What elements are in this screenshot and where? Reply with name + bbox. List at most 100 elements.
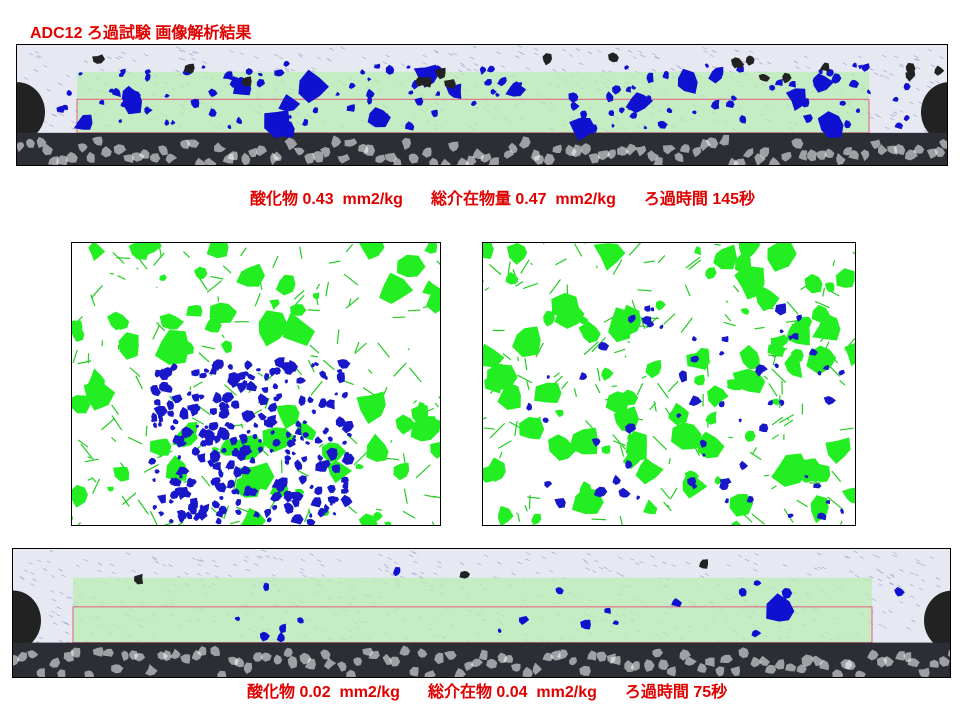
texture [535,571,540,575]
inclusion [839,100,847,106]
oxide [767,243,797,272]
needle [297,469,309,477]
needle [668,457,671,465]
slide-title: ADC12 ろ過試験 画像解析結果 [30,25,252,42]
needle [516,356,520,362]
filter-grain [587,650,597,661]
needle [524,358,528,371]
inclusion [312,107,318,114]
inclusion [393,567,401,577]
inclusion [804,475,809,479]
inclusion [774,363,779,369]
needle [328,260,341,264]
needle [424,494,436,498]
needle [240,247,247,257]
pore [542,53,552,66]
oxide [731,520,742,525]
inclusion [108,88,114,94]
texture [408,554,414,558]
oxide [605,391,630,414]
filter-grain [870,139,881,149]
inclusion [546,375,550,379]
filter-grain [571,144,582,158]
oxide [430,442,440,459]
texture [57,112,62,115]
filter-grain [139,149,150,159]
oxide [841,487,855,504]
filter-grain [715,666,725,677]
oxide [531,513,542,525]
oxide [422,280,440,295]
texture [377,568,382,571]
texture [879,571,884,574]
filter-grain [652,648,664,658]
texture [652,564,658,568]
texture [34,51,40,54]
texture [517,45,523,48]
texture [70,127,76,130]
filter-grain [488,157,499,165]
inclusion [264,508,272,519]
texture [767,61,772,65]
inclusion [619,107,625,114]
oxide [426,285,440,314]
needle [436,260,440,266]
inclusion [612,474,621,485]
inclusion [195,424,200,429]
needle [135,375,143,390]
filter-grain [768,157,780,165]
needle [223,384,237,396]
filter-grain [532,662,542,675]
texture [437,565,442,569]
texture [273,53,279,57]
oxide [72,484,88,508]
texture [472,45,477,49]
inclusion [327,496,337,504]
inclusion [816,512,827,521]
filter-grain [121,650,129,662]
inclusion [177,455,181,460]
filter-grain [214,142,227,153]
needle [432,495,440,499]
oxide [118,332,139,360]
texture [97,569,102,573]
inclusion [766,593,795,622]
needle [84,458,99,463]
inclusion [341,420,354,434]
filter-grain [877,144,888,156]
inclusion [164,119,170,126]
inclusion [267,402,278,413]
needle [732,285,740,293]
oxide [554,303,585,329]
needle [353,450,369,466]
inclusion [172,418,179,425]
texture [154,561,160,564]
inclusion [274,357,285,369]
filter-grain [123,154,134,163]
texture [857,55,862,59]
needle [783,419,794,427]
needle [111,404,120,415]
needle [233,477,237,490]
oxide [483,464,498,483]
needle [839,379,846,386]
texture [65,631,70,635]
filter-grain [819,659,829,671]
needle [138,258,148,270]
inclusion [268,419,278,427]
inclusion [144,73,151,82]
needle [754,326,765,330]
pore [415,76,427,87]
needle [517,374,533,384]
filter-grain [815,150,827,160]
oxide [366,433,389,462]
needle [87,478,92,481]
inclusion [239,465,252,475]
filter-grain [42,143,53,156]
texture [473,68,478,72]
oxide [258,310,289,347]
edge-shadow [13,590,41,651]
inclusion [291,437,297,443]
needle [524,504,528,512]
